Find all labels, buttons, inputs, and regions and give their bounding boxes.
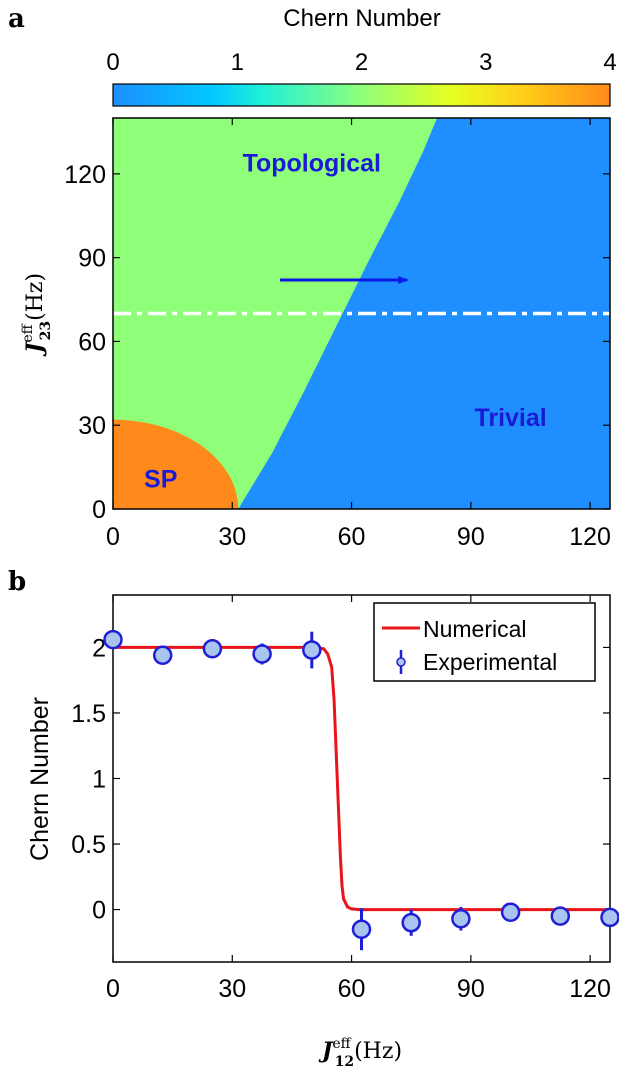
legend: Numerical Experimental <box>373 602 596 682</box>
panel-b-xtick-label: 120 <box>569 975 611 1003</box>
xlabel-unit: (Hz) <box>354 1039 402 1064</box>
panel-b: 0 30 60 90 120 0 0.5 1 1.5 2 Numerical Experiment… <box>26 594 619 1070</box>
colorbar-tick-label: 1 <box>231 49 244 76</box>
colorbar-title: Chern Number <box>283 5 440 32</box>
legend-numerical-label: Numerical <box>423 616 527 642</box>
panel-b-ytick-label: 1 <box>92 766 106 794</box>
colorbar-tick-label: 3 <box>479 49 492 76</box>
sp-label: SP <box>144 465 177 493</box>
topological-label: Topological <box>243 150 381 178</box>
panel-a: Topological Trivial SP 0 30 60 90 120 0 30 60 90… <box>20 117 611 551</box>
panel-a-xtick-label: 120 <box>569 523 611 551</box>
panel-a-ylabel: Jeff 23(Hz) <box>20 273 54 357</box>
legend-box <box>373 602 596 682</box>
panel-a-ytick-label: 120 <box>64 161 106 189</box>
topological-region <box>113 118 438 509</box>
panel-a-label: a <box>8 4 25 34</box>
panel-a-xtick-label: 60 <box>338 523 366 551</box>
xlabel-symbol: J <box>318 1038 334 1064</box>
panel-a-xtick-label: 90 <box>457 523 485 551</box>
legend-experimental-marker <box>396 657 406 667</box>
panel-b-ylabel: Chern Number <box>26 697 54 861</box>
experimental-point <box>302 640 322 660</box>
panel-a-ytick-label: 30 <box>78 412 106 440</box>
panel-a-ytick-label: 0 <box>92 496 106 524</box>
trivial-label: Trivial <box>474 404 546 432</box>
panel-a-xtick-label: 30 <box>218 523 246 551</box>
ylabel-symbol: J <box>22 341 48 357</box>
colorbar-tick-label: 2 <box>355 49 368 76</box>
legend-experimental-label: Experimental <box>423 649 557 675</box>
panel-b-xtick-label: 0 <box>106 975 120 1003</box>
sp-region <box>113 419 239 509</box>
experimental-point <box>202 638 223 659</box>
xlabel-subscript: 12 <box>335 1054 354 1070</box>
experimental-point <box>500 902 521 922</box>
experimental-point <box>451 908 471 929</box>
ylabel-subscript: 23 <box>38 321 54 340</box>
panel-b-xtick-label: 90 <box>457 975 485 1003</box>
experimental-point <box>103 629 123 650</box>
panel-b-xtick-label: 60 <box>338 975 366 1003</box>
numerical-line <box>113 645 610 912</box>
colorbar-gradient <box>112 83 611 107</box>
panel-a-frame <box>112 117 611 510</box>
experimental-point <box>252 644 272 664</box>
colorbar-tick-label: 4 <box>603 49 616 76</box>
panel-a-xtick-label: 0 <box>106 523 120 551</box>
panel-b-ytick-label: 2 <box>92 634 106 662</box>
colorbar: Chern Number 0 1 2 3 4 <box>106 5 617 107</box>
panel-b-label: b <box>8 567 26 597</box>
panel-a-ytick-label: 90 <box>78 245 106 273</box>
panel-b-xtick-label: 30 <box>218 975 246 1003</box>
panel-b-xlabel: Jeff 12(Hz) <box>318 1036 402 1070</box>
panel-b-ytick-label: 0 <box>92 897 106 925</box>
experimental-point <box>600 907 619 928</box>
ylabel-superscript: eff <box>20 323 36 342</box>
panel-b-ytick-label: 0.5 <box>71 831 106 859</box>
experimental-point <box>401 912 421 933</box>
panel-a-ytick-label: 60 <box>78 328 106 356</box>
experimental-point <box>152 645 173 666</box>
colorbar-tick-label: 0 <box>106 49 119 76</box>
xlabel-superscript: eff <box>332 1036 351 1052</box>
experimental-point <box>550 906 571 926</box>
panel-b-ytick-label: 1.5 <box>71 700 106 728</box>
ylabel-unit: (Hz) <box>23 273 48 321</box>
experimental-point <box>351 919 372 939</box>
